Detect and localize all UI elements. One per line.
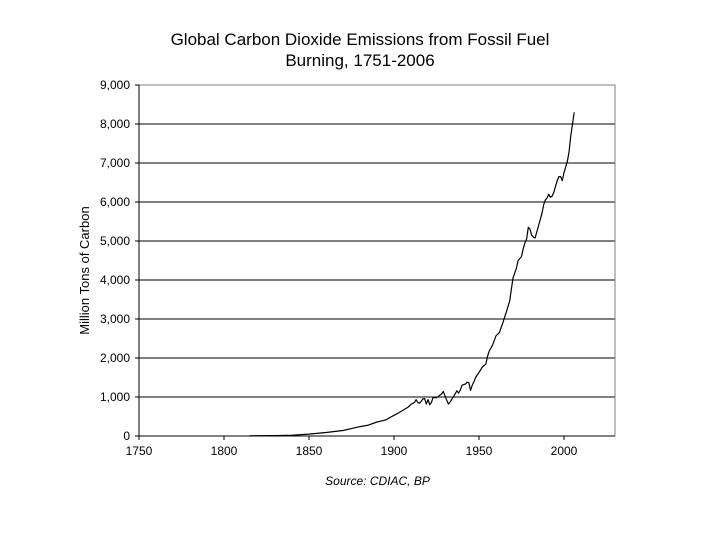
chart-title: Global Carbon Dioxide Emissions from Fos…	[170, 30, 550, 49]
y-tick-label: 9,000	[100, 78, 130, 92]
y-tick-label: 4,000	[100, 273, 130, 287]
x-tick-label: 1800	[211, 444, 238, 458]
gridlines	[139, 84, 615, 398]
x-tick-label: 1750	[126, 444, 153, 458]
y-tick-label: 2,000	[100, 351, 130, 365]
x-tick-label: 1900	[381, 444, 408, 458]
chart-title-line-2: Burning, 1751-2006	[285, 51, 435, 70]
source-note: Source: CDIAC, BP	[325, 474, 430, 488]
y-tick-label: 8,000	[100, 117, 130, 131]
x-tick-label: 1850	[296, 444, 323, 458]
x-tick-label: 2000	[551, 444, 578, 458]
y-tick-label: 1,000	[100, 390, 130, 404]
plot-area	[138, 84, 616, 437]
series-layer	[249, 112, 575, 437]
y-axis-label: Million Tons of Carbon	[77, 206, 92, 334]
series-line	[249, 112, 575, 437]
x-tick-label: 1950	[466, 444, 493, 458]
axes	[135, 84, 615, 440]
y-tick-label: 0	[123, 429, 130, 443]
tick-labels: 0 1,000 2,000 3,000 4,000 5,000 6,000 7,000 8,00…	[100, 78, 578, 458]
y-tick-label: 6,000	[100, 195, 130, 209]
y-tick-label: 7,000	[100, 156, 130, 170]
y-tick-label: 5,000	[100, 234, 130, 248]
y-tick-label: 3,000	[100, 312, 130, 326]
